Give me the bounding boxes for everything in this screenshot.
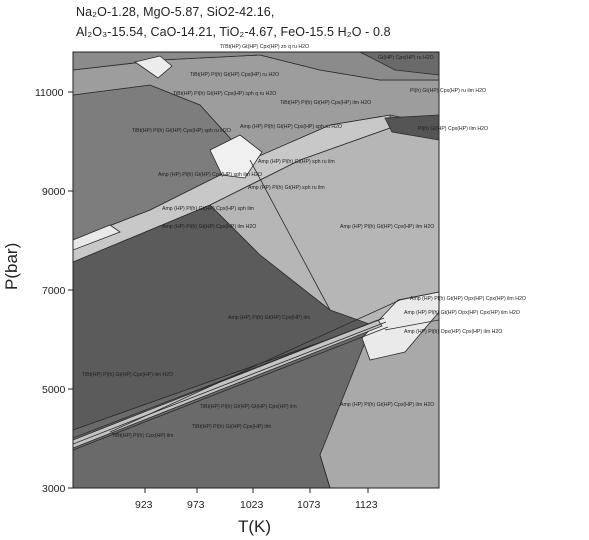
reaction-line-7 <box>319 454 331 488</box>
reaction-line-6 <box>384 319 439 331</box>
field-label: Amp (HP) Pl(h) Gt(HP) sph ru ilm <box>258 159 335 165</box>
phase-fields <box>73 52 439 488</box>
field-label: Amp (HP) Pl(h) Gt(HP) Opx(HP) Cpx(HP) il… <box>404 310 520 316</box>
x-tick-label: 1073 <box>297 499 321 511</box>
field-white-left <box>73 224 121 251</box>
reaction-line-5 <box>399 291 439 301</box>
composition-line-1: Na₂O-1.28, MgO-5.87, SiO2-42.16, <box>76 5 275 19</box>
field-label: Amp (HP) Pl(h) Gt(HP) Cpx(HP) ilm H2O <box>340 402 434 408</box>
composition-line-2: Al₂O₃-15.54, CaO-14.21, TiO₂-4.67, FeO-1… <box>76 25 391 39</box>
y-tick-label: 3000 <box>42 483 66 495</box>
x-tick-label: 1023 <box>240 499 264 511</box>
field-top <box>73 52 439 81</box>
y-tick-label: 9000 <box>42 186 66 198</box>
field-white-right <box>361 291 439 361</box>
field-label: TiBt(HP) Pl(h) Gt(HP) Cpx(HP) sph q ru H… <box>173 91 276 97</box>
reaction-line-4 <box>109 299 401 433</box>
field-label: Amp (HP) Pl(h) Gt(HP) Opx(HP) Cpx(HP) il… <box>410 296 526 302</box>
field-label: TiBt(HP) Pl(h) Gt(HP) Cpx(HP) ilm H2O <box>82 372 173 378</box>
field-label: Ti'Bt(HP) Gt(HP) Cpx(HP) zo q ru H2O <box>220 44 309 50</box>
field-label: Amp (HP) Pl(h) Gt(HP) Cpx(HP) sph ilm <box>162 206 254 212</box>
field-label: TiBt(HP) Pl(h) Gt(HP) Cpx(HP) sph ru H2O <box>132 128 231 134</box>
y-tick-label: 5000 <box>42 384 66 396</box>
axis-tick-marks <box>68 91 369 493</box>
reaction-line-2 <box>73 321 387 445</box>
field-label: Amp (HP) Pl(h) Gt(HP) Cpx(HP) ilm H2O <box>162 224 256 230</box>
field-label: TiBt(HP) Pl(h) Gt(HP) Cpx(HP) ru H2O <box>190 72 279 78</box>
field-label: Amp (HP) Pl(h) Gt(HP) Cpx(HP) ilm H2O <box>340 224 434 230</box>
plot-frame <box>72 51 440 489</box>
field-label: Amp (HP) Pl(h) Gt(HP) Cpx(HP) sph ru H2O <box>240 124 342 130</box>
x-axis-label: T(K) <box>238 517 272 536</box>
field-labels: Ti'Bt(HP) Gt(HP) Cpx(HP) zo q ru H2O Gt(… <box>82 44 526 439</box>
field-label: Amp (HP) Pl(h) Gt(HP) Cpx(HP) sph ilm H2… <box>158 172 262 178</box>
field-label: Amp (HP) Pl(h) Gt(HP) sph ru ilm <box>248 185 325 191</box>
field-label: Pl(h) Gt(HP) Cpx(HP) ru ilm H2O <box>410 88 486 94</box>
field-white-center <box>209 134 263 179</box>
field-top-right <box>359 52 439 76</box>
field-right-wedge <box>384 114 439 141</box>
x-tick-label: 923 <box>135 499 153 511</box>
field-label: Amp (HP) Pl(h) Opx(HP) Cpx(HP) ilm H2O <box>404 329 502 335</box>
field-label: TiBt(HP) Pl(h) Gt(HP) Cpx(HP) ilm H2O <box>280 100 371 106</box>
field-label: TiBt(HP) Pl(h) Gt(HP) Gt(HP) Cpx(HP) ilm <box>200 404 297 410</box>
y-tick-label: 11000 <box>35 87 64 99</box>
reaction-line-8 <box>249 159 331 311</box>
x-tick-label: 973 <box>187 499 205 511</box>
field-label: TiBt(HP) Pl(h) Cpx(HP) ilm <box>112 433 173 439</box>
y-tick-label: 7000 <box>42 285 66 297</box>
field-label: Gt(HP) Cpx(HP) ru H2O <box>378 55 434 61</box>
field-white-top <box>134 55 173 79</box>
field-label: Pl(h) Gt(HP) Cpx(HP) ilm H2O <box>418 126 488 132</box>
field-label: Amp (HP) Pl(h) Gt(HP) Cpx(HP) ilm <box>228 315 310 321</box>
reaction-line-3 <box>73 326 389 451</box>
field-label: TiBt(HP) Pl(h) Gt(HP) Cpx(HP) ilm <box>192 424 271 430</box>
x-tick-label: 1123 <box>355 499 378 511</box>
